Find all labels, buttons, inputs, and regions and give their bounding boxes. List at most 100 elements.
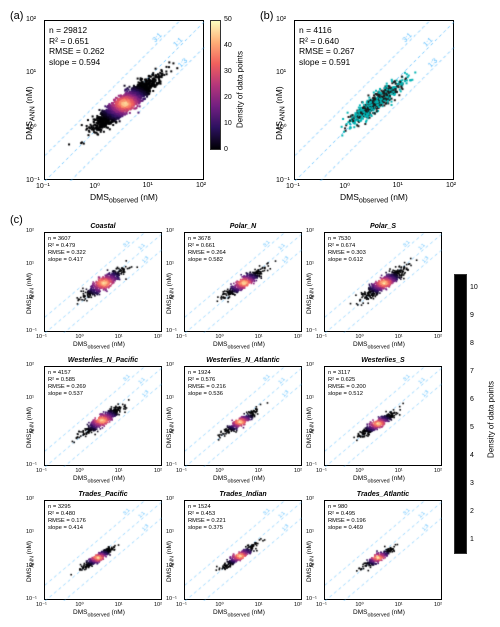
x-tick: 10¹ — [115, 468, 123, 474]
small-ylabel: DMSANN (nM) — [166, 273, 175, 314]
stat-slope: slope = 0.375 — [188, 525, 226, 532]
small-panel: Trades_Atlanticn = 980R² = 0.495RMSE = 0… — [324, 500, 442, 600]
stat-n: n = 3607 — [48, 236, 86, 243]
panel-b-stats: n = 4116 R² = 0.640 RMSE = 0.267 slope =… — [299, 25, 355, 68]
stat-slope: slope = 0.536 — [188, 391, 226, 398]
small-panel-stats: n = 1524R² = 0.453RMSE = 0.221slope = 0.… — [188, 504, 226, 532]
y-tick: 10⁻¹ — [26, 462, 37, 468]
x-tick: 10⁰ — [75, 468, 83, 474]
x-tick: 10⁻¹ — [176, 334, 187, 340]
small-xlabel: DMSobserved (nM) — [73, 609, 125, 618]
stat-r2: R² = 0.495 — [328, 511, 366, 518]
y-tick: 10⁻¹ — [166, 596, 177, 602]
y-tick: 10⁰ — [26, 123, 37, 131]
stat-r2: R² = 0.674 — [328, 243, 366, 250]
x-tick: 10⁻¹ — [176, 468, 187, 474]
stat-slope: slope = 0.414 — [48, 525, 86, 532]
cbar-c-tick: 4 — [470, 452, 474, 459]
x-tick: 10² — [434, 468, 442, 474]
stat-slope: slope = 0.537 — [48, 391, 86, 398]
x-tick: 10¹ — [143, 182, 153, 189]
y-tick: 10² — [306, 362, 314, 368]
x-tick: 10⁰ — [215, 468, 223, 474]
stat-r2: R² = 0.480 — [48, 511, 86, 518]
x-tick: 10¹ — [393, 182, 403, 189]
y-tick: 10² — [166, 362, 174, 368]
small-panel-stats: n = 7530R² = 0.674RMSE = 0.303slope = 0.… — [328, 236, 366, 264]
y-tick: 10¹ — [166, 395, 174, 401]
small-panel-title: Trades_Pacific — [45, 491, 161, 498]
x-tick: 10⁰ — [355, 334, 363, 340]
stat-rmse: RMSE = 0.303 — [328, 250, 366, 257]
y-tick: 10⁻¹ — [306, 462, 317, 468]
y-tick: 10¹ — [306, 529, 314, 535]
stat-r2: R² = 0.585 — [48, 377, 86, 384]
small-xlabel: DMSobserved (nM) — [73, 475, 125, 484]
stat-rmse: RMSE = 0.322 — [48, 250, 86, 257]
panel-b-label: (b) — [260, 10, 273, 22]
panel-a-ylabel: DMSANN (nM) — [24, 86, 37, 140]
cbar-c-tick: 6 — [470, 396, 474, 403]
x-tick: 10¹ — [255, 334, 263, 340]
small-ylabel: DMSANN (nM) — [166, 407, 175, 448]
x-tick: 10⁰ — [75, 334, 83, 340]
x-tick: 10⁰ — [215, 334, 223, 340]
small-panel-title: Polar_N — [185, 223, 301, 230]
small-xlabel: DMSobserved (nM) — [213, 341, 265, 350]
stat-n: n = 7530 — [328, 236, 366, 243]
panel-a-xlabel: DMSobserved (nM) — [90, 192, 158, 205]
small-panel-stats: n = 3678R² = 0.661RMSE = 0.264slope = 0.… — [188, 236, 226, 264]
stat-r2: R² = 0.661 — [188, 243, 226, 250]
cbar-c-tick: 9 — [470, 312, 474, 319]
y-tick: 10¹ — [26, 395, 34, 401]
stat-n: n = 3678 — [188, 236, 226, 243]
y-tick: 10⁻¹ — [166, 328, 177, 334]
stat-rmse: RMSE = 0.196 — [328, 518, 366, 525]
x-tick: 10⁻¹ — [316, 602, 327, 608]
cbar-c-tick: 5 — [470, 424, 474, 431]
x-tick: 10² — [196, 182, 206, 189]
cbar-c-tick: 1 — [470, 536, 474, 543]
stat-rmse: RMSE = 0.176 — [48, 518, 86, 525]
y-tick: 10² — [306, 496, 314, 502]
x-tick: 10² — [154, 602, 162, 608]
x-tick: 10⁰ — [89, 182, 100, 190]
cbar-a-tick: 20 — [224, 94, 232, 101]
stat-slope: slope = 0.591 — [299, 57, 355, 68]
x-tick: 10¹ — [255, 602, 263, 608]
small-ylabel: DMSANN (nM) — [26, 541, 35, 582]
y-tick: 10² — [26, 16, 36, 23]
x-tick: 10⁻¹ — [36, 334, 47, 340]
stat-rmse: RMSE = 0.221 — [188, 518, 226, 525]
stat-slope: slope = 0.612 — [328, 257, 366, 264]
small-panel-stats: n = 980R² = 0.495RMSE = 0.196slope = 0.4… — [328, 504, 366, 532]
x-tick: 10¹ — [255, 468, 263, 474]
stat-r2: R² = 0.651 — [49, 36, 105, 47]
y-tick: 10² — [26, 362, 34, 368]
cbar-a-tick: 10 — [224, 120, 232, 127]
y-tick: 10⁻¹ — [306, 328, 317, 334]
small-panel-title: Polar_S — [325, 223, 441, 230]
panel-a: n = 29812 R² = 0.651 RMSE = 0.262 slope … — [44, 20, 204, 180]
cbar-c-tick: 2 — [470, 508, 474, 515]
x-tick: 10⁻¹ — [176, 602, 187, 608]
cbar-a-tick: 30 — [224, 68, 232, 75]
cbar-a-tick: 40 — [224, 42, 232, 49]
small-panel-stats: n = 4157R² = 0.585RMSE = 0.269slope = 0.… — [48, 370, 86, 398]
stat-r2: R² = 0.640 — [299, 36, 355, 47]
y-tick: 10¹ — [26, 529, 34, 535]
y-tick: 10² — [306, 228, 314, 234]
x-tick: 10² — [294, 602, 302, 608]
y-tick: 10¹ — [26, 261, 34, 267]
x-tick: 10² — [294, 334, 302, 340]
stat-rmse: RMSE = 0.269 — [48, 384, 86, 391]
y-tick: 10¹ — [26, 69, 36, 76]
colorbar-c-label: Density of data points — [487, 370, 496, 470]
cbar-a-tick: 0 — [224, 146, 228, 153]
x-tick: 10² — [294, 468, 302, 474]
stat-n: n = 29812 — [49, 25, 105, 36]
small-panel-title: Trades_Indian — [185, 491, 301, 498]
y-tick: 10⁻¹ — [26, 176, 40, 184]
small-panel-title: Westerlies_N_Pacific — [45, 357, 161, 364]
small-panel-title: Trades_Atlantic — [325, 491, 441, 498]
